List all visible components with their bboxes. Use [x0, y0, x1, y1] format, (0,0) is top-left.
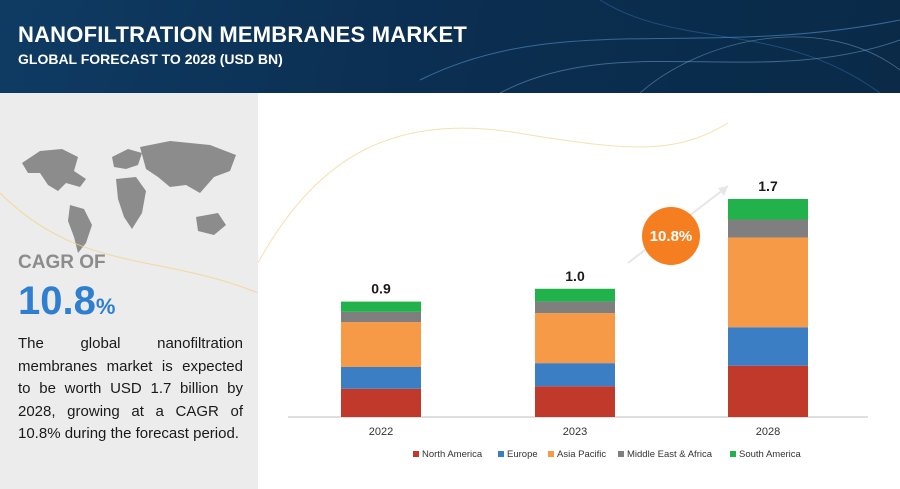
x-tick-label: 2023: [563, 426, 587, 438]
left-panel: CAGR OF 10.8% The global nanofiltration …: [0, 93, 258, 489]
bar-segment-2022-middle-east-africa: [341, 311, 421, 323]
cagr-number: 10.8: [18, 279, 96, 323]
bar-segment-2023-middle-east-africa: [535, 301, 615, 314]
world-map-icon: [22, 141, 236, 253]
cagr-bubble: [642, 207, 700, 265]
legend-label: North America: [422, 449, 483, 460]
header-banner: NANOFILTRATION MEMBRANES MARKET GLOBAL F…: [0, 0, 900, 93]
legend-swatch: [498, 451, 504, 457]
stacked-bar-chart: 0.9 2022 1.0 2023 1.7 2028 10.8% North America E…: [258, 122, 868, 460]
decorative-swoosh: [0, 192, 258, 294]
cagr-value: 10.8%: [18, 279, 115, 329]
x-tick-label: 2028: [756, 426, 780, 438]
cagr-label: CAGR OF: [18, 252, 106, 273]
bar-segment-2023-europe: [535, 363, 615, 387]
legend-swatch: [413, 451, 419, 457]
growth-arrow-head: [718, 186, 728, 196]
legend-label: Europe: [507, 449, 538, 460]
bar-segment-2022-south-america: [341, 301, 421, 312]
bar-segment-2028-north-america: [728, 365, 808, 417]
cagr-bubble-label: 10.8%: [650, 228, 693, 245]
bar-segment-2023-north-america: [535, 386, 615, 417]
bar-segment-2028-asia-pacific: [728, 237, 808, 328]
x-tick-label: 2022: [369, 426, 393, 438]
bar-total-label: 1.7: [758, 178, 778, 194]
market-description: The global nanofiltration membranes mark…: [18, 335, 243, 442]
legend-label: Middle East & Africa: [627, 449, 713, 460]
bar-segment-2028-south-america: [728, 199, 808, 220]
banner-decoration: [419, 0, 900, 93]
bar-total-label: 0.9: [371, 281, 391, 297]
legend-swatch: [548, 451, 554, 457]
bar-segment-2022-europe: [341, 366, 421, 389]
legend-label: Asia Pacific: [557, 449, 606, 460]
legend-swatch: [730, 451, 736, 457]
bar-segment-2028-middle-east-africa: [728, 219, 808, 238]
page-title: NANOFILTRATION MEMBRANES MARKET: [18, 22, 468, 47]
bar-total-label: 1.0: [565, 268, 585, 284]
bar-segment-2022-north-america: [341, 388, 421, 417]
legend-swatch: [618, 451, 624, 457]
bar-segment-2028-europe: [728, 327, 808, 366]
decorative-curve: [258, 122, 729, 264]
chart-panel: 0.9 2022 1.0 2023 1.7 2028 10.8% North America E…: [258, 93, 900, 489]
cagr-unit: %: [95, 294, 116, 319]
bar-segment-2022-asia-pacific: [341, 322, 421, 367]
bar-segment-2023-south-america: [535, 288, 615, 302]
page-subtitle: GLOBAL FORECAST TO 2028 (USD BN): [18, 51, 283, 67]
legend-label: South America: [739, 449, 801, 460]
bar-segment-2023-asia-pacific: [535, 313, 615, 364]
